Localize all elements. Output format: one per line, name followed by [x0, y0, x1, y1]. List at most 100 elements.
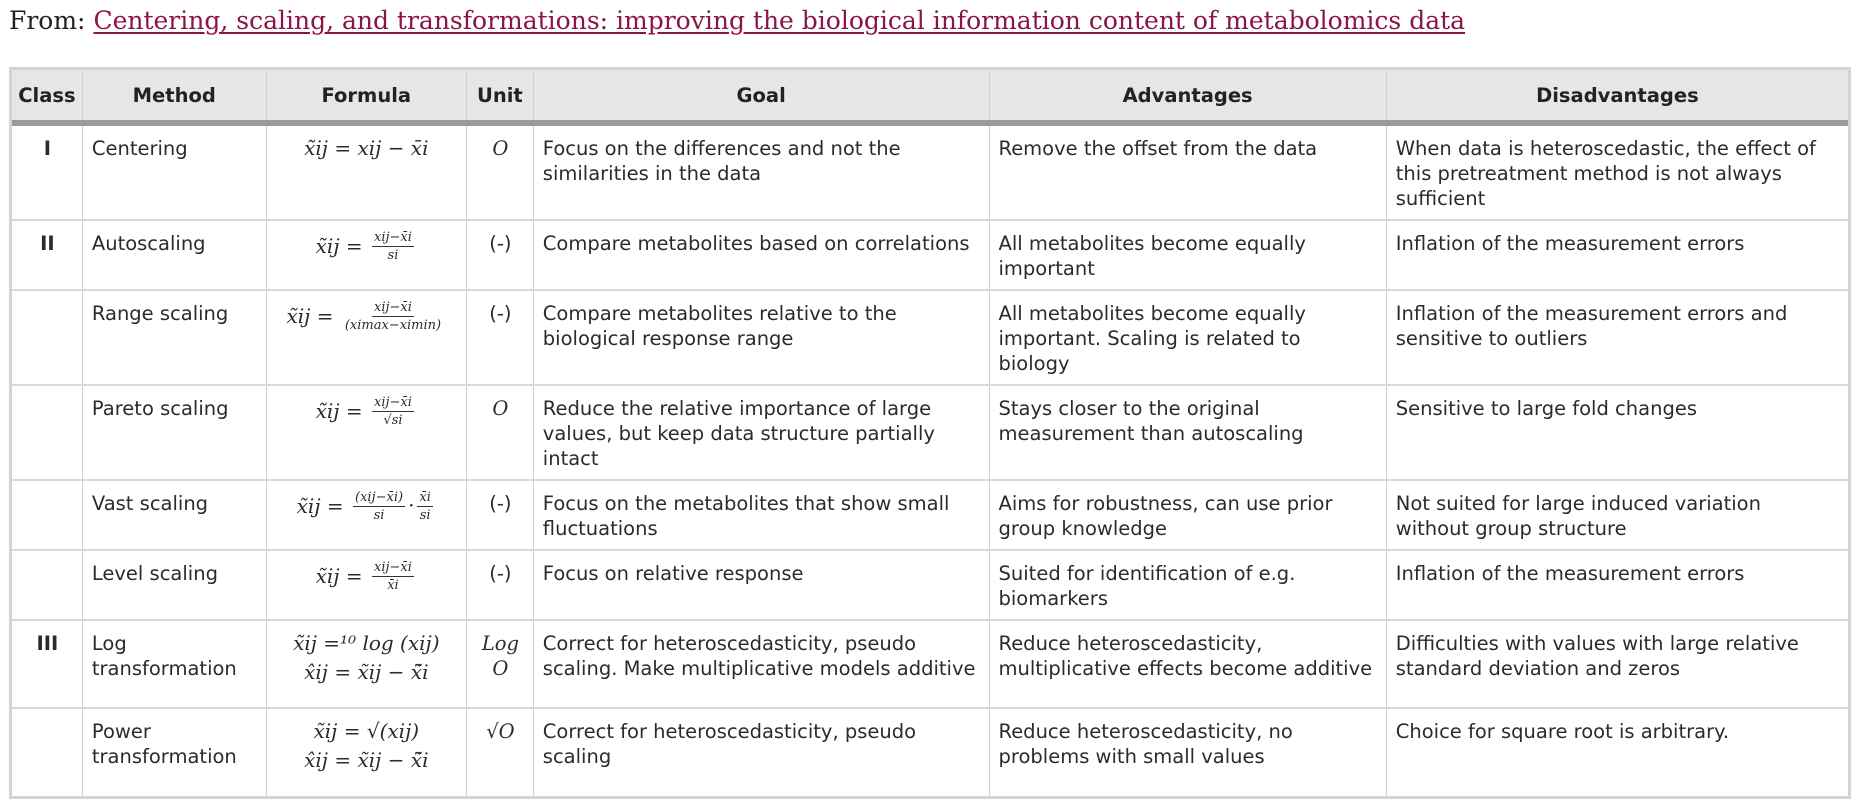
cell-unit: Log O [466, 619, 534, 708]
fraction-numerator: x̄i [417, 490, 433, 507]
cell-formula: x̃ij =¹⁰ log (xij) x̂ij = x̃ij − x̃̄i [265, 619, 467, 708]
fraction-denominator: si [373, 508, 385, 523]
fraction-numerator: xij−x̄i [372, 230, 414, 247]
cell-method: Centering [81, 123, 267, 220]
column-header-disadvantages: Disadvantages [1385, 70, 1848, 126]
cell-method: Autoscaling [81, 219, 267, 290]
formula-lhs: x̃ij = [286, 304, 334, 328]
cell-advantages: All metabolites become equally important… [988, 289, 1387, 385]
cell-class [12, 479, 83, 550]
fraction-denominator: x̄i [387, 578, 399, 593]
fraction-denominator: si [419, 508, 431, 523]
cell-disadvantages: Not suited for large induced variation w… [1385, 479, 1848, 550]
cell-method: Vast scaling [81, 479, 267, 550]
cell-disadvantages: Inflation of the measurement errors [1385, 219, 1848, 290]
cell-formula: x̃ij = xij−x̄i √si [265, 384, 467, 480]
cell-class: II [12, 219, 83, 290]
table-row: Range scaling x̃ij = xij−x̄i (ximax−ximi… [12, 289, 1848, 385]
column-header-method: Method [81, 70, 267, 126]
fraction-numerator: xij−x̄i [372, 560, 414, 577]
formula-rhs: xij − x̄i [357, 136, 429, 160]
from-label: From: [9, 6, 86, 35]
source-citation: From: Centering, scaling, and transforma… [9, 6, 1465, 35]
column-header-goal: Goal [532, 70, 990, 126]
cell-advantages: Suited for identification of e.g. biomar… [988, 549, 1387, 620]
cell-unit: (-) [466, 219, 534, 290]
table-row: Level scaling x̃ij = xij−x̄i x̄i (-) Foc… [12, 549, 1848, 620]
formula-lhs: x̃ij = [315, 399, 363, 423]
cell-class: III [12, 619, 83, 708]
fraction-numerator: xij−x̄i [372, 300, 414, 317]
formula-fraction: xij−x̄i x̄i [372, 561, 414, 592]
cell-goal: Compare metabolites relative to the biol… [532, 289, 990, 385]
cell-class [12, 549, 83, 620]
table-row: Pareto scaling x̃ij = xij−x̄i √si O Redu… [12, 384, 1848, 480]
cell-formula: x̃ij = xij−x̄i si [265, 219, 467, 290]
fraction-numerator: (xij−x̄i) [353, 490, 406, 507]
cell-advantages: Remove the offset from the data [988, 123, 1387, 220]
cell-disadvantages: Inflation of the measurement errors [1385, 549, 1848, 620]
table-header-row: Class Method Formula Unit Goal Advantage… [12, 70, 1848, 126]
cell-method: Pareto scaling [81, 384, 267, 480]
column-header-advantages: Advantages [988, 70, 1387, 126]
formula-fraction-2: x̄i si [417, 491, 433, 522]
cell-class [12, 384, 83, 480]
cell-class [12, 289, 83, 385]
table-row: Vast scaling x̃ij = (xij−x̄i) si · x̄i s… [12, 479, 1848, 550]
cell-formula: x̃ij = (xij−x̄i) si · x̄i si [265, 479, 467, 550]
cell-advantages: Reduce heteroscedasticity, no problems w… [988, 707, 1387, 796]
cell-formula: x̃ij = xij−x̄i x̄i [265, 549, 467, 620]
fraction-numerator: xij−x̄i [372, 395, 414, 412]
formula-fraction: xij−x̄i √si [372, 396, 414, 427]
formula-lhs: x̃ij = [296, 494, 344, 518]
cell-unit: √O [466, 707, 534, 796]
cell-disadvantages: Difficulties with values with large rela… [1385, 619, 1848, 708]
formula-lhs: x̃ij = [304, 136, 352, 160]
pretreatment-methods-table: Class Method Formula Unit Goal Advantage… [9, 67, 1851, 799]
formula-line-2: x̂ij = x̃ij − x̃̄i [304, 660, 429, 684]
table-row: III Log transformation x̃ij =¹⁰ log (xij… [12, 619, 1848, 708]
formula-line-1: x̃ij = √(xij) [313, 719, 420, 743]
cell-unit: O [466, 384, 534, 480]
cell-formula: x̃ij = xij − x̄i [265, 123, 467, 220]
cell-goal: Focus on the metabolites that show small… [532, 479, 990, 550]
cell-disadvantages: Choice for square root is arbitrary. [1385, 707, 1848, 796]
table-row: II Autoscaling x̃ij = xij−x̄i si (-) Com… [12, 219, 1848, 290]
table-row: Power transformation x̃ij = √(xij) x̂ij … [12, 707, 1848, 796]
cell-unit: (-) [466, 549, 534, 620]
cell-goal: Focus on the differences and not the sim… [532, 123, 990, 220]
formula-fraction: (xij−x̄i) si [353, 490, 406, 523]
fraction-denominator: √si [383, 413, 403, 428]
cell-advantages: Aims for robustness, can use prior group… [988, 479, 1387, 550]
formula-line-2: x̂ij = x̃ij − x̃̄i [304, 748, 429, 772]
cell-method: Power transformation [81, 707, 267, 796]
cell-unit: (-) [466, 479, 534, 550]
cell-formula: x̃ij = xij−x̄i (ximax−ximin) [265, 289, 467, 385]
formula-fraction: xij−x̄i (ximax−ximin) [343, 301, 443, 332]
cell-disadvantages: Sensitive to large fold changes [1385, 384, 1848, 480]
fraction-denominator: (ximax−ximin) [344, 318, 442, 333]
cell-disadvantages: Inflation of the measurement errors and … [1385, 289, 1848, 385]
cell-goal: Compare metabolites based on correlation… [532, 219, 990, 290]
cell-disadvantages: When data is heteroscedastic, the effect… [1385, 123, 1848, 220]
formula-fraction: xij−x̄i si [372, 231, 414, 262]
cell-class [12, 707, 83, 796]
cell-method: Log transformation [81, 619, 267, 708]
cell-formula: x̃ij = √(xij) x̂ij = x̃ij − x̃̄i [265, 707, 467, 796]
cell-unit: O [466, 123, 534, 220]
cell-goal: Focus on relative response [532, 549, 990, 620]
cell-goal: Correct for heteroscedasticity, pseudo s… [532, 707, 990, 796]
formula-lhs: x̃ij = [315, 564, 363, 588]
column-header-class: Class [12, 70, 83, 126]
column-header-formula: Formula [265, 70, 467, 126]
formula-line-1: x̃ij =¹⁰ log (xij) [293, 631, 440, 655]
cell-unit: (-) [466, 289, 534, 385]
article-title-link[interactable]: Centering, scaling, and transformations:… [93, 6, 1466, 35]
cell-advantages: Stays closer to the original measurement… [988, 384, 1387, 480]
cell-class: I [43, 137, 52, 160]
table-row: I Centering x̃ij = xij − x̄i O Focus on … [12, 123, 1848, 220]
fraction-denominator: si [387, 248, 399, 263]
cell-method: Level scaling [81, 549, 267, 620]
column-header-unit: Unit [466, 70, 534, 126]
cell-advantages: Reduce heteroscedasticity, multiplicativ… [988, 619, 1387, 708]
